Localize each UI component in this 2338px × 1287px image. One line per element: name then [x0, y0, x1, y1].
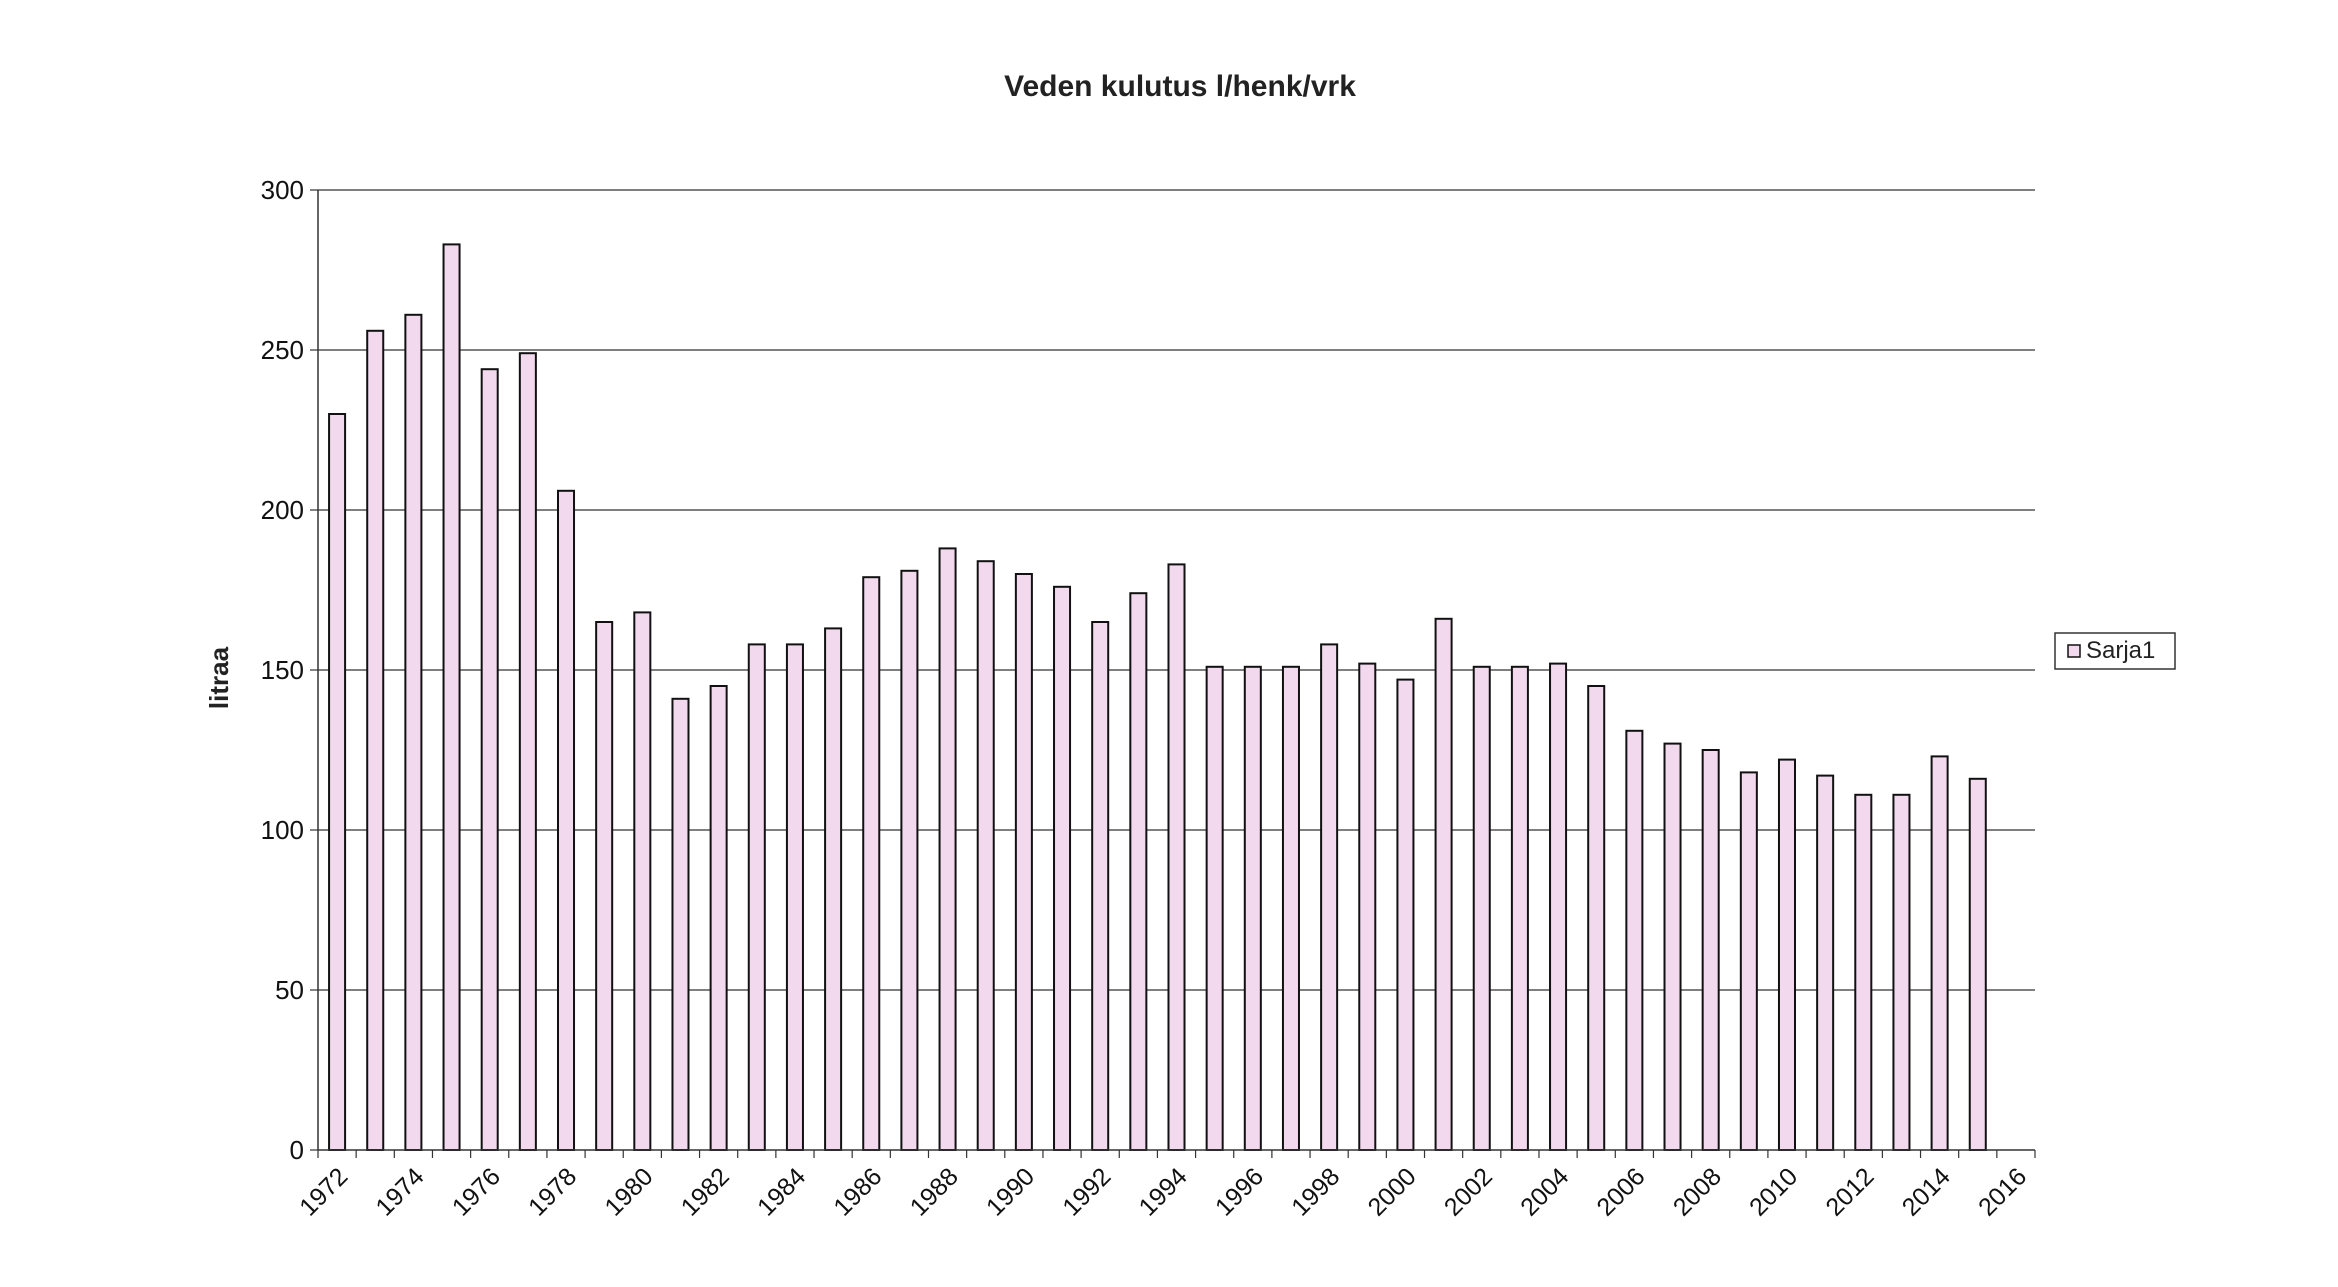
- bar-1997: [1281, 665, 1300, 1151]
- x-tick-label: 2006: [1591, 1162, 1650, 1221]
- y-tick-label: 250: [261, 335, 304, 365]
- bar-2006: [1625, 729, 1644, 1151]
- bar-1985: [824, 627, 843, 1151]
- y-axis-label: litraa: [204, 646, 234, 709]
- x-tick-label: 1976: [447, 1162, 506, 1221]
- bar-1975: [442, 243, 461, 1151]
- bar-2015: [1968, 777, 1987, 1151]
- x-tick-label: 1972: [294, 1162, 353, 1221]
- bar-2002: [1472, 665, 1491, 1151]
- x-tick-label: 1984: [752, 1162, 811, 1221]
- bar-1980: [633, 611, 652, 1151]
- bar-1991: [1053, 585, 1072, 1151]
- x-tick-label: 1994: [1134, 1162, 1193, 1221]
- bar-1978: [556, 489, 576, 1151]
- x-tick-label: 2008: [1668, 1162, 1727, 1221]
- x-tick-label: 1992: [1057, 1162, 1116, 1221]
- x-tick-label: 1974: [370, 1162, 429, 1221]
- bar-2010: [1777, 758, 1797, 1151]
- y-tick-label: 0: [290, 1135, 304, 1165]
- x-tick-labels: 1972 1974 1976 1978 1980 1982 1984 1986 1988 1990…: [294, 1162, 2032, 1221]
- bar-2001: [1434, 617, 1453, 1151]
- y-tick-label: 150: [261, 655, 304, 685]
- bar-1988: [938, 547, 957, 1151]
- legend-label: Sarja1: [2086, 637, 2155, 664]
- bar-1984: [785, 643, 804, 1152]
- bar-1998: [1320, 643, 1339, 1152]
- x-tick-label: 2002: [1439, 1162, 1498, 1221]
- bar-1972: [328, 413, 347, 1151]
- y-tick-label: 100: [261, 815, 304, 845]
- bar-2003: [1510, 665, 1529, 1151]
- x-tick-label: 1982: [676, 1162, 735, 1221]
- bar-2007: [1663, 742, 1682, 1151]
- bar-2014: [1930, 755, 1949, 1152]
- legend: Sarja1: [2054, 632, 2176, 670]
- axes: [317, 190, 2036, 1158]
- x-tick-label: 2000: [1363, 1162, 1422, 1221]
- bar-2005: [1587, 685, 1606, 1151]
- y-tick-label: 300: [261, 175, 304, 205]
- x-tick-label: 1988: [905, 1162, 964, 1221]
- x-tick-label: 1980: [599, 1162, 658, 1221]
- bar-1982: [709, 685, 728, 1151]
- bar-1973: [366, 329, 385, 1151]
- bar-1990: [1014, 573, 1033, 1151]
- y-tick-labels: 0 50 100 150 200 250 300: [261, 175, 318, 1165]
- x-tick-label: 1990: [981, 1162, 1040, 1221]
- bar-1995: [1205, 665, 1224, 1151]
- bar-2013: [1892, 793, 1911, 1151]
- bar-1999: [1358, 662, 1377, 1151]
- bar-1976: [480, 368, 499, 1151]
- bar-2011: [1816, 774, 1835, 1151]
- bar-2008: [1701, 749, 1720, 1151]
- legend-swatch: [2067, 644, 2081, 658]
- chart-title: Veden kulutus l/henk/vrk: [1004, 70, 1356, 103]
- bar-2012: [1854, 793, 1873, 1151]
- bar-1983: [747, 643, 766, 1152]
- bar-2009: [1739, 771, 1758, 1152]
- bar-1977: [518, 352, 537, 1151]
- bar-1994: [1167, 563, 1186, 1151]
- bar-1992: [1091, 621, 1110, 1151]
- x-tick-label: 2014: [1897, 1162, 1956, 1221]
- bar-1979: [595, 621, 614, 1151]
- y-tick-label: 200: [261, 495, 304, 525]
- x-tick-label: 1986: [828, 1162, 887, 1221]
- x-tick-label: 1998: [1286, 1162, 1345, 1221]
- x-tick-label: 2010: [1744, 1162, 1803, 1221]
- x-tick-label: 2012: [1820, 1162, 1879, 1221]
- x-tick-label: 2004: [1515, 1162, 1574, 1221]
- x-tick-label: 2016: [1973, 1162, 2032, 1221]
- bar-1981: [671, 697, 690, 1151]
- bar-1974: [404, 313, 423, 1151]
- bar-1996: [1243, 665, 1262, 1151]
- bar-series: [328, 243, 1987, 1152]
- x-tick-label: 1996: [1210, 1162, 1269, 1221]
- bar-2004: [1549, 662, 1568, 1151]
- bar-1989: [976, 560, 995, 1151]
- bar-1986: [862, 576, 881, 1151]
- bar-2000: [1396, 678, 1415, 1151]
- bar-1993: [1129, 592, 1148, 1151]
- y-tick-label: 50: [275, 975, 304, 1005]
- bar-1987: [900, 569, 919, 1151]
- x-tick-label: 1978: [523, 1162, 582, 1221]
